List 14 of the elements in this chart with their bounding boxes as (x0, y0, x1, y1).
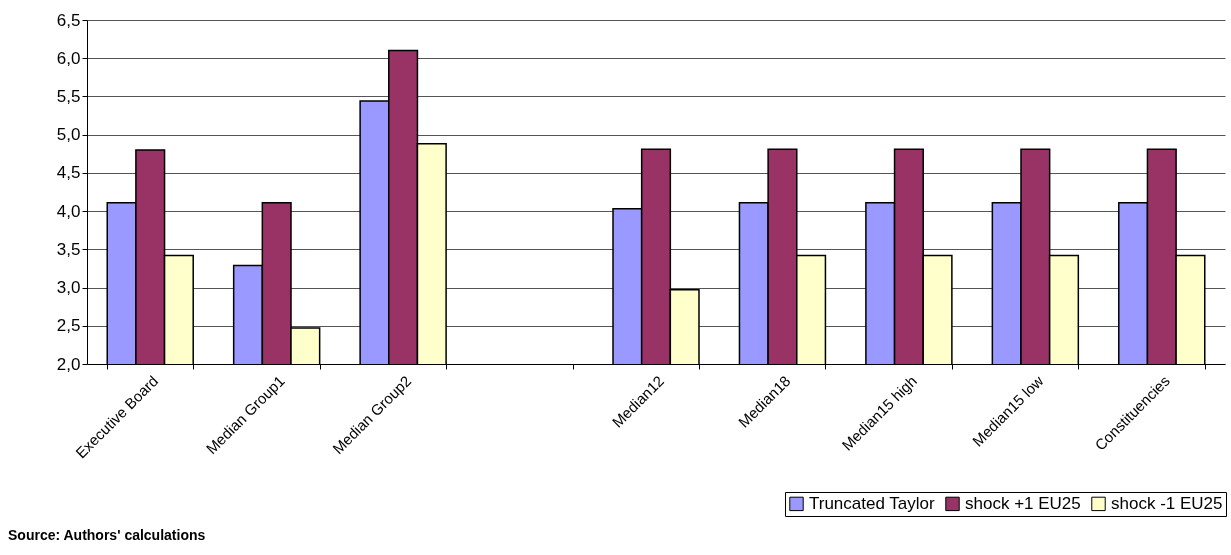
source-note: Source: Authors' calculations (8, 527, 206, 543)
y-tick-label: 2,5 (56, 316, 81, 336)
y-tick-label: 2,0 (56, 354, 81, 374)
legend-label: shock -1 EU25 (1111, 493, 1223, 513)
y-tick-label: 5,0 (56, 125, 81, 145)
y-tick-label: 4,0 (56, 201, 81, 221)
y-tick-label: 3,0 (56, 278, 81, 298)
y-tick-label: 3,5 (56, 239, 81, 259)
y-tick-label: 4,5 (56, 163, 81, 183)
y-tick-label: 6,0 (56, 48, 81, 68)
legend-label: Truncated Taylor (809, 493, 936, 513)
y-tick-label: 5,5 (56, 86, 81, 106)
y-tick-label: 6,5 (56, 10, 81, 30)
legend-label: shock +1 EU25 (965, 493, 1081, 513)
